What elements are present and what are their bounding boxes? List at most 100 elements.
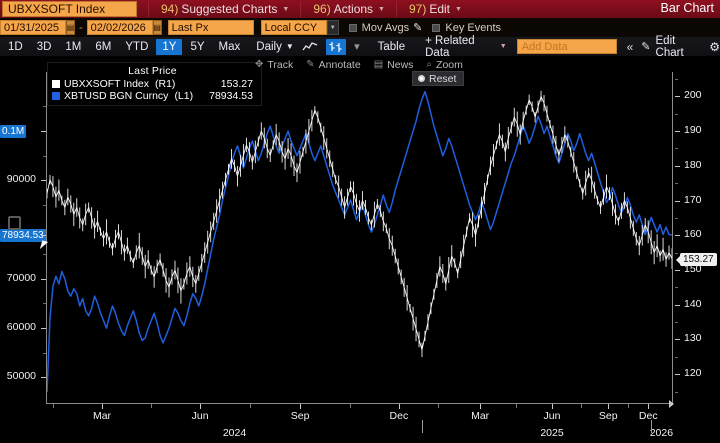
more-chart-types-button[interactable]: ▾ [354,41,360,53]
right-axis-minor-tick [675,252,678,254]
right-axis-tick-mark [675,131,680,133]
chevron-down-icon: ▼ [455,5,462,13]
chart-plot-area[interactable] [47,72,672,402]
zoom-tool-button[interactable]: ⌕ Zoom [426,59,462,71]
news-tool-button[interactable]: ▤ News [374,59,414,71]
x-axis-tick-label: Mar [471,410,490,422]
menu-label: Suggested Charts [181,2,278,16]
x-axis-tick-mark [480,404,482,409]
menu-suggested-charts[interactable]: 94) Suggested Charts ▼ [161,2,289,16]
reset-button[interactable]: Reset [412,71,465,86]
range-3d[interactable]: 3D [36,40,52,53]
series-bars [47,90,672,357]
range-1y[interactable]: 1Y [156,38,183,55]
right-axis-minor-tick [675,78,678,80]
pencil-icon[interactable]: ✎ [413,22,423,34]
range-ytd[interactable]: YTD [125,40,149,53]
legend-row-ubxxsoft[interactable]: UBXXSOFT Index (R1) 153.27 [52,78,253,90]
track-icon: ✥ [255,59,264,70]
x-axis-minor-tick [53,404,55,408]
date-from-stepper[interactable]: ▤ [66,20,75,35]
right-axis-tick-label: 190 [684,124,702,137]
date-to-stepper[interactable]: ▤ [152,20,162,35]
x-axis-year-separator [650,420,652,433]
x-axis-year-label: 2026 [649,427,674,439]
range-6m[interactable]: 6M [95,40,112,53]
divider [300,1,302,17]
mov-avgs-toggle[interactable]: Mov Avgs ✎ [348,21,423,34]
edit-chart-button[interactable]: ✎ Edit Chart [641,35,701,59]
left-axis-minor-tick [43,254,46,256]
menu-edit[interactable]: 97) Edit ▼ [409,2,462,16]
right-axis-labels: 200 190 180 170 160 153.27 150 140 130 120 [673,0,720,443]
annotate-tool-button[interactable]: ✎ Annotate [306,59,360,71]
x-axis-minor-tick [581,404,583,408]
bar-chart-type-button[interactable] [325,38,347,55]
date-to-input[interactable]: 02/02/2026 [86,20,153,35]
related-data-label: + Related Data [425,34,475,59]
annotate-icon: ✎ [306,59,315,70]
title-bar: UBXXSOFT Index 94) Suggested Charts ▼ 96… [0,0,720,18]
date-from-input[interactable]: 01/31/2025 [0,20,66,35]
right-axis-tick-mark [675,374,680,376]
periodicity-dropdown[interactable]: Daily ▼ [256,41,293,53]
left-axis-minor-tick [43,155,46,157]
right-axis-tick-mark [675,96,680,98]
legend-series-name: UBXXSOFT Index [64,78,150,90]
x-axis-minor-tick [628,404,630,408]
range-5y[interactable]: 5Y [190,40,205,53]
range-max[interactable]: Max [218,40,241,53]
key-events-toggle[interactable]: Key Events [432,22,501,34]
track-tool-button[interactable]: ✥ Track [255,59,293,71]
date-range-dash: - [79,21,83,34]
gear-icon[interactable]: ⚙ [709,39,720,54]
x-axis-tick-label: Sep [598,410,618,422]
price-type-input[interactable]: Last Px [167,20,254,35]
date-to-value: 02/02/2026 [90,21,146,34]
x-axis-tick-mark [552,404,553,409]
related-data-button[interactable]: + Related Data ▼ [425,35,507,59]
zoom-icon: ⌕ [426,59,433,70]
line-chart-icon [302,42,318,51]
menu-number: 96) [313,2,331,16]
left-axis-minor-tick [43,229,46,231]
right-axis-line [672,72,673,404]
x-axis-tick-label: Sep [290,410,310,422]
right-axis-tick-label: 130 [684,332,702,345]
right-axis-tick-label: 140 [684,297,702,310]
ticker-input[interactable]: UBXXSOFT Index [2,1,137,17]
right-axis-minor-tick [675,322,678,324]
left-axis-minor-tick [43,106,46,108]
table-button[interactable]: Table [377,40,406,53]
right-axis-cursor-value: 153.27 [676,252,717,266]
reset-icon [418,75,425,82]
left-axis-tick-mark [41,234,46,236]
menu-label: Edit [429,2,451,16]
range-1m[interactable]: 1M [65,40,82,53]
right-axis-tick-label: 170 [684,193,702,206]
divider [395,1,397,17]
collapse-panel-button[interactable]: « [626,39,634,54]
add-data-input[interactable]: Add Data [516,39,617,54]
x-axis-tick-mark [398,404,400,409]
x-axis-minor-tick [515,404,517,408]
x-axis-tick-mark [648,404,650,409]
legend-series-value: 153.27 [220,78,253,90]
x-axis-tick-label: Mar [92,410,112,422]
x-axis-year-separator [422,420,423,433]
right-axis-tick-mark [675,200,680,202]
line-chart-type-button[interactable] [300,39,320,55]
currency-input[interactable]: Local CCY [260,20,327,35]
menu-actions[interactable]: 96) Actions ▼ [313,2,385,16]
right-axis-minor-tick [675,183,678,185]
legend-swatch-icon [52,80,60,88]
legend-row-xbtusd[interactable]: XBTUSD BGN Curncy (L1) 78934.53 [52,90,253,102]
chevron-down-icon: ▼ [499,43,507,50]
left-axis-tick-label: 50000 [6,370,36,383]
left-axis-tick-label: 90000 [6,173,36,186]
x-axis-minor-tick [437,404,439,408]
range-1d[interactable]: 1D [8,40,23,53]
left-cursor-handle-icon[interactable] [8,216,21,230]
currency-dropdown-button[interactable]: ▼ [326,20,339,35]
right-axis-minor-tick [675,148,678,150]
